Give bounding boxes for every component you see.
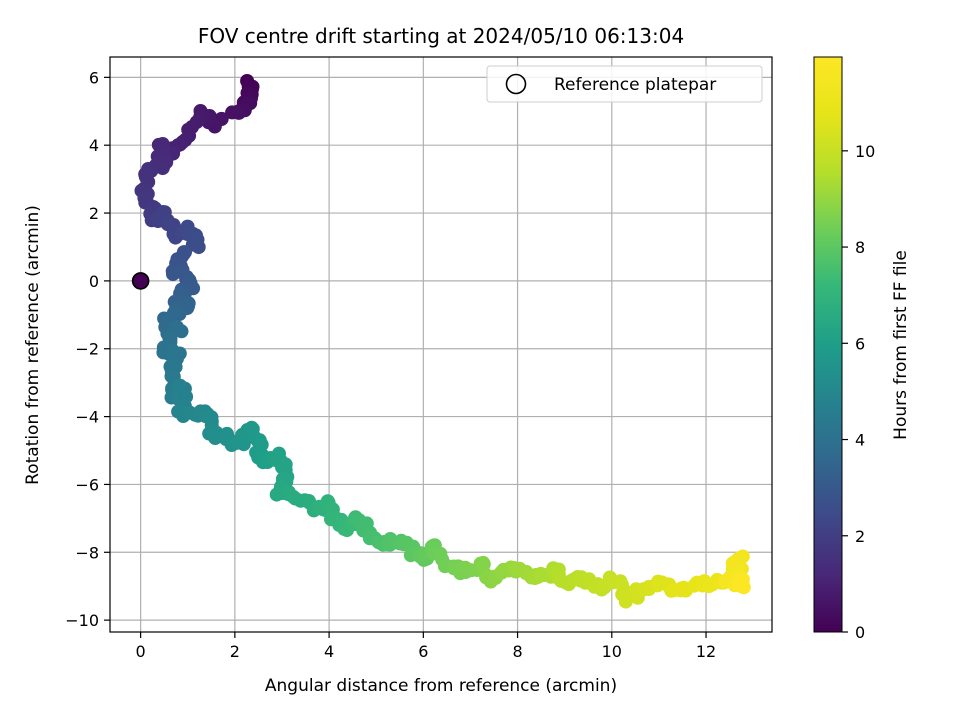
legend-entry-reference: Reference platepar: [554, 75, 716, 95]
colorbar-tick-label: 0: [855, 623, 865, 642]
y-tick-label: 6: [89, 68, 99, 87]
colorbar-tick-label: 2: [855, 527, 865, 546]
y-tick-label: −6: [75, 475, 99, 494]
colorbar-tick-label: 8: [855, 238, 865, 257]
colorbar-tick-label: 10: [855, 142, 875, 161]
colorbar-tick-label: 4: [855, 431, 865, 450]
legend-marker-icon: [505, 73, 527, 95]
legend: Reference platepar: [486, 65, 763, 103]
x-tick-label: 10: [602, 642, 622, 661]
reference-point-marker: [131, 272, 150, 290]
x-axis-ticks: 0 2 4 6 8 10 12: [136, 632, 716, 661]
y-tick-label: 4: [89, 136, 99, 155]
colorbar: [813, 56, 843, 633]
colorbar-ticks: 0 2 4 6 8 10: [842, 142, 875, 642]
x-tick-label: 6: [418, 642, 428, 661]
y-tick-label: 0: [89, 272, 99, 291]
x-tick-label: 2: [230, 642, 240, 661]
y-axis-ticks: −10 −8 −6 −4 −2 0 2 4 6: [65, 68, 110, 630]
y-tick-label: −10: [65, 611, 99, 630]
data-point: [734, 579, 749, 594]
y-tick-label: 2: [89, 204, 99, 223]
data-point: [650, 578, 665, 593]
chart-title: FOV centre drift starting at 2024/05/10 …: [198, 24, 684, 48]
y-tick-label: −8: [75, 543, 99, 562]
colorbar-label: Hours from first FF file: [891, 250, 911, 440]
x-tick-label: 8: [512, 642, 522, 661]
x-tick-label: 12: [696, 642, 716, 661]
data-point: [225, 105, 240, 120]
legend-box: [486, 65, 763, 103]
data-points: [134, 74, 751, 609]
grid-lines: [110, 57, 772, 632]
y-tick-label: −4: [75, 408, 99, 427]
x-tick-label: 0: [136, 642, 146, 661]
plot-frame: [109, 56, 773, 633]
data-point: [172, 379, 187, 394]
y-axis-label: Rotation from reference (arcmin): [23, 205, 43, 485]
colorbar-tick-label: 6: [855, 334, 865, 353]
x-tick-label: 4: [324, 642, 334, 661]
x-axis-label: Angular distance from reference (arcmin): [265, 676, 617, 696]
y-tick-label: −2: [75, 340, 99, 359]
